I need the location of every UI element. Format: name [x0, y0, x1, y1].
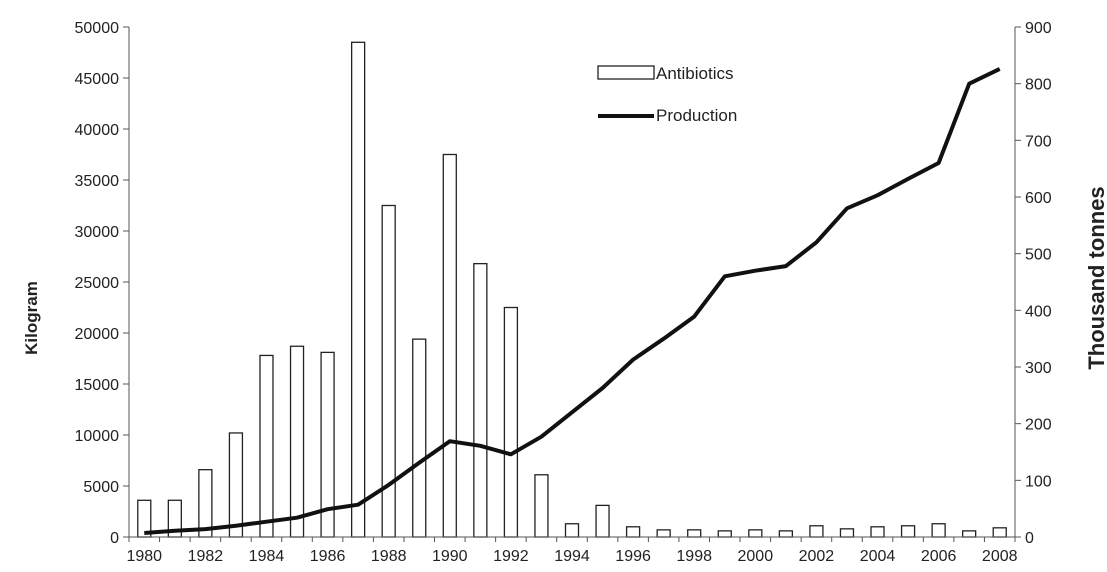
right-tick-label: 700	[1025, 133, 1052, 150]
antibiotics-bar-2006	[931, 523, 946, 538]
legend-antibiotics-label: Antibiotics	[656, 64, 733, 83]
left-tick-label: 25000	[75, 275, 120, 292]
legend-production-label: Production	[656, 106, 737, 125]
x-tick-label: 1992	[493, 548, 529, 565]
antibiotics-bar-2008	[992, 527, 1007, 538]
right-tick-label: 0	[1025, 530, 1034, 547]
right-tick-label: 900	[1025, 20, 1052, 37]
antibiotics-bar-2000	[748, 529, 763, 538]
x-tick-label: 2008	[982, 548, 1018, 565]
right-tick-label: 500	[1025, 247, 1052, 264]
left-tick-label: 50000	[75, 20, 120, 37]
antibiotics-bars	[137, 41, 1007, 538]
x-tick-label: 2002	[799, 548, 835, 565]
x-tick-label: 2004	[860, 548, 896, 565]
left-tick-label: 45000	[75, 71, 120, 88]
antibiotics-bar-1990	[442, 153, 457, 538]
antibiotics-bar-1995	[595, 504, 610, 538]
left-tick-label: 0	[110, 530, 119, 547]
antibiotics-bar-1999	[717, 530, 732, 538]
x-tick-label: 1998	[676, 548, 712, 565]
antibiotics-bar-1992	[503, 306, 519, 538]
antibiotics-bar-2005	[900, 525, 916, 538]
antibiotics-bar-2007	[962, 530, 977, 538]
antibiotics-bar-2001	[778, 530, 794, 538]
right-tick-label: 100	[1025, 473, 1052, 490]
antibiotics-bar-1996	[625, 526, 641, 538]
x-axis-ticks: 1980 1982 1984 1986 1988 1990 1992 1994 1996 1998…	[126, 537, 1018, 565]
right-axis-ticks: 0 100 200 300 400 500 600 700 800 900	[1015, 20, 1052, 547]
antibiotics-bar-2002	[809, 525, 824, 538]
antibiotics-bar-1997	[656, 529, 671, 538]
x-tick-label: 1984	[249, 548, 285, 565]
x-tick-label: 1986	[310, 548, 346, 565]
x-tick-label: 1980	[126, 548, 162, 565]
right-tick-label: 200	[1025, 417, 1052, 434]
left-tick-label: 40000	[75, 122, 120, 139]
x-tick-label: 2006	[921, 548, 957, 565]
left-tick-label: 30000	[75, 224, 120, 241]
antibiotics-bar-1987	[350, 41, 366, 538]
right-tick-label: 300	[1025, 360, 1052, 377]
antibiotics-bar-1991	[473, 262, 488, 538]
right-tick-label: 600	[1025, 190, 1052, 207]
x-tick-label: 1990	[432, 548, 468, 565]
legend: Antibiotics Production	[597, 64, 737, 125]
x-tick-label: 1994	[554, 548, 590, 565]
left-tick-label: 15000	[75, 377, 120, 394]
legend-antibiotics-swatch	[597, 65, 655, 80]
left-tick-label: 20000	[75, 326, 120, 343]
x-tick-label: 1988	[371, 548, 407, 565]
right-tick-label: 400	[1025, 303, 1052, 320]
left-tick-label: 35000	[75, 173, 120, 190]
x-tick-label: 1996	[615, 548, 651, 565]
right-tick-label: 800	[1025, 77, 1052, 94]
antibiotics-bar-1983	[228, 432, 244, 538]
left-axis-ticks: 0 5000 10000 15000 20000 25000 30000 35000 40000…	[75, 20, 129, 547]
antibiotics-bar-1989	[412, 338, 427, 538]
left-tick-label: 5000	[83, 479, 119, 496]
x-tick-label: 1982	[188, 548, 224, 565]
antibiotics-bar-1998	[687, 529, 702, 538]
left-tick-label: 10000	[75, 428, 120, 445]
antibiotics-bar-1994	[564, 523, 580, 538]
antibiotics-bar-1985	[289, 345, 305, 538]
antibiotics-bar-2003	[839, 528, 855, 538]
x-tick-label: 2000	[738, 548, 774, 565]
left-axis-title: Kilogram	[22, 281, 41, 355]
production-line-layer	[144, 67, 1001, 535]
antibiotics-bar-1993	[534, 474, 549, 538]
antibiotics-bar-1984	[259, 354, 274, 538]
antibiotics-bar-2004	[870, 526, 885, 538]
right-axis-title: Thousand tonnes	[1084, 186, 1107, 369]
